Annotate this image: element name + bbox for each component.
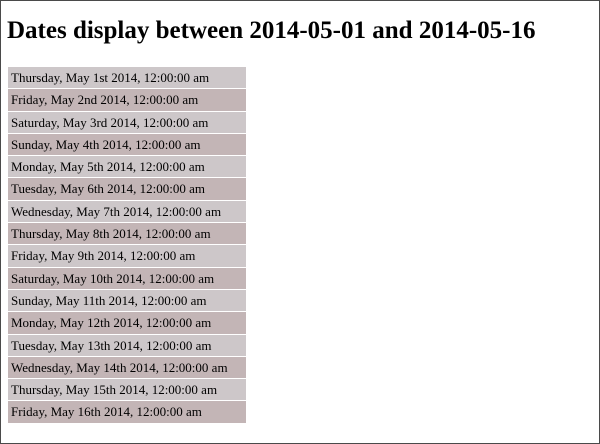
date-row: Thursday, May 1st 2014, 12:00:00 am bbox=[8, 67, 246, 90]
date-row: Wednesday, May 7th 2014, 12:00:00 am bbox=[8, 200, 246, 224]
date-row: Friday, May 2nd 2014, 12:00:00 am bbox=[8, 89, 246, 112]
date-row: Tuesday, May 13th 2014, 12:00:00 am bbox=[8, 334, 246, 357]
date-row: Friday, May 9th 2014, 12:00:00 am bbox=[8, 245, 246, 268]
date-row: Thursday, May 15th 2014, 12:00:00 am bbox=[8, 379, 246, 402]
date-row: Thursday, May 8th 2014, 12:00:00 am bbox=[8, 223, 246, 246]
date-row: Sunday, May 4th 2014, 12:00:00 am bbox=[8, 133, 246, 157]
date-list: Thursday, May 1st 2014, 12:00:00 am Frid… bbox=[8, 66, 246, 424]
date-row: Friday, May 16th 2014, 12:00:00 am bbox=[8, 401, 246, 424]
date-row: Sunday, May 11th 2014, 12:00:00 am bbox=[8, 289, 246, 313]
page-title: Dates display between 2014-05-01 and 201… bbox=[7, 17, 536, 44]
date-row: Wednesday, May 14th 2014, 12:00:00 am bbox=[8, 356, 246, 380]
date-row: Saturday, May 3rd 2014, 12:00:00 am bbox=[8, 111, 246, 134]
date-row: Tuesday, May 6th 2014, 12:00:00 am bbox=[8, 178, 246, 201]
date-row: Saturday, May 10th 2014, 12:00:00 am bbox=[8, 267, 246, 290]
date-row: Monday, May 5th 2014, 12:00:00 am bbox=[8, 156, 246, 179]
date-row: Monday, May 12th 2014, 12:00:00 am bbox=[8, 312, 246, 335]
